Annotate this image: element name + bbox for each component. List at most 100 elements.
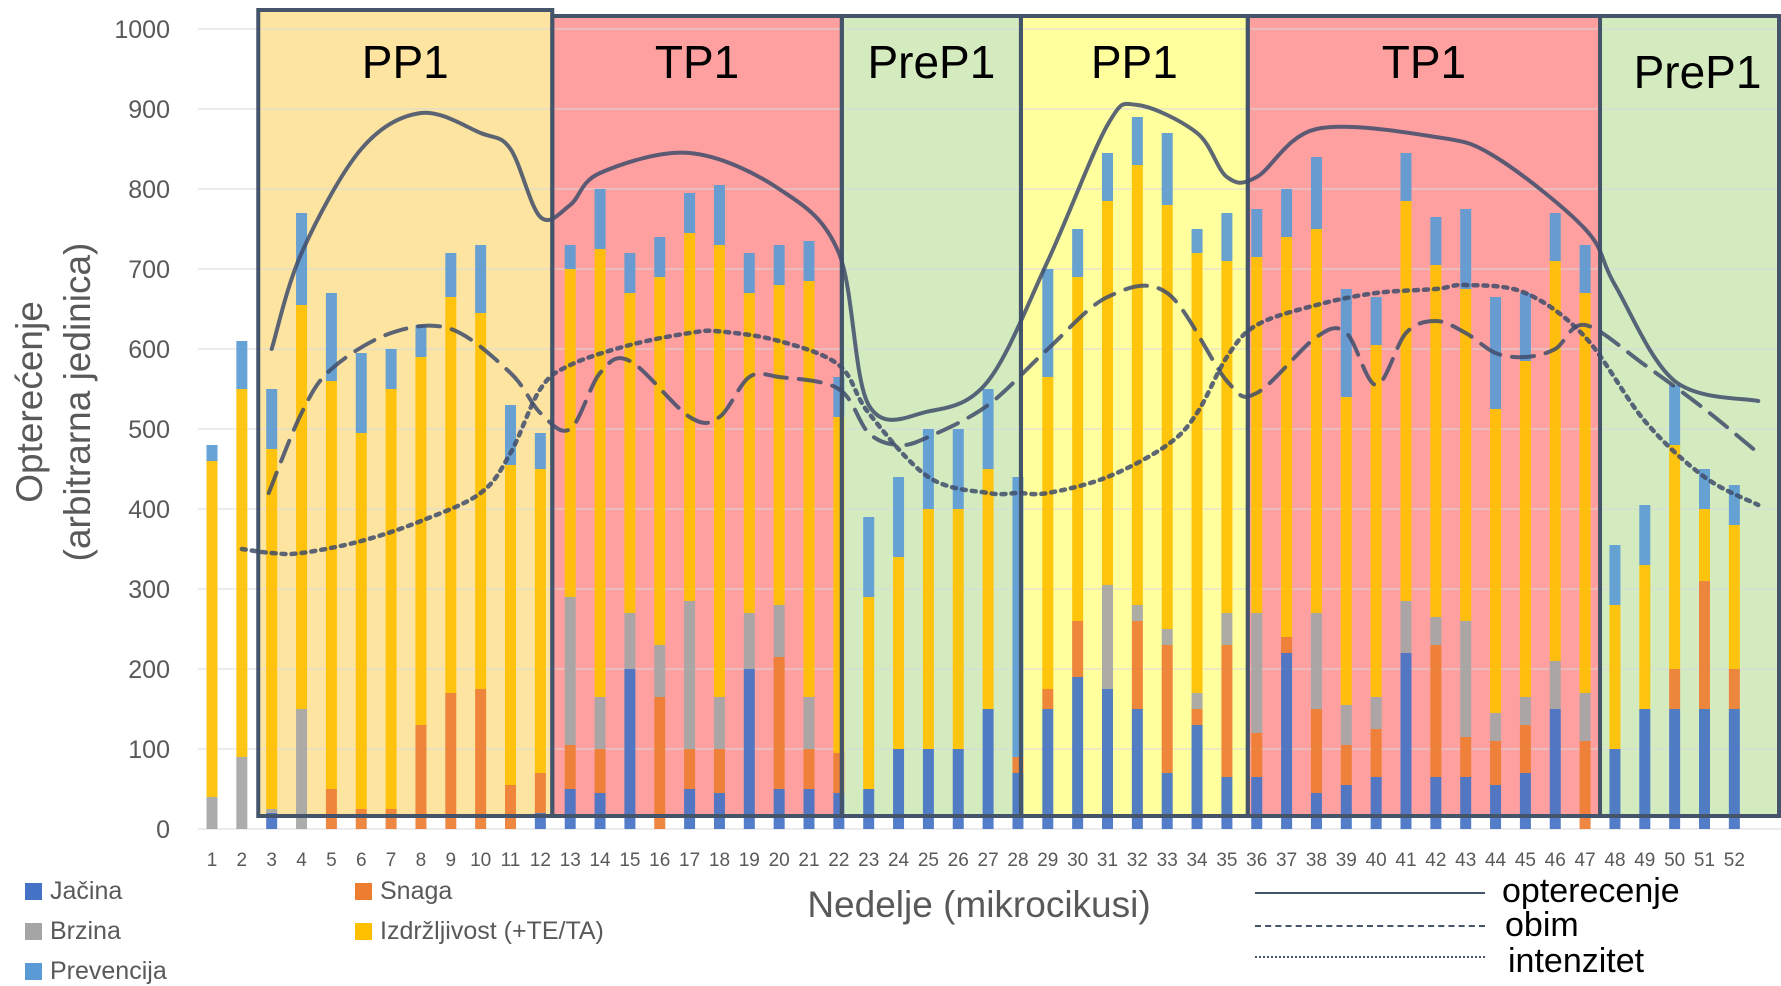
legend-swatch — [355, 923, 372, 940]
bar-izdrljivostteta-w48 — [1609, 605, 1621, 749]
bar-jaina-w18 — [713, 793, 725, 829]
phase-label-6: PreP1 — [1634, 46, 1762, 98]
bar-jaina-w26 — [952, 749, 964, 829]
bar-prevencija-w19 — [743, 253, 755, 293]
bar-prevencija-w5 — [325, 293, 337, 381]
bar-izdrljivostteta-w27 — [982, 469, 994, 709]
bar-izdrljivostteta-w50 — [1669, 445, 1681, 669]
bar-izdrljivostteta-w9 — [445, 297, 457, 693]
bar-snaga-w34 — [1191, 709, 1203, 725]
x-tick-label: 7 — [386, 850, 397, 871]
x-tick-label: 31 — [1097, 850, 1118, 871]
bar-snaga-w43 — [1460, 737, 1472, 777]
bar-brzina-w34 — [1191, 693, 1203, 709]
bar-jaina-w43 — [1460, 777, 1472, 829]
bar-brzina-w32 — [1131, 605, 1143, 621]
bar-jaina-w31 — [1102, 689, 1113, 829]
bar-prevencija-w39 — [1340, 289, 1352, 397]
x-tick-label: 50 — [1664, 850, 1685, 871]
bar-jaina-w24 — [893, 749, 905, 829]
phase-label-1: PP1 — [362, 36, 449, 88]
bar-jaina-w44 — [1490, 785, 1502, 829]
x-tick-label: 43 — [1455, 850, 1476, 871]
bar-jaina-w39 — [1340, 785, 1352, 829]
stacked-bars — [206, 117, 1740, 829]
bar-izdrljivostteta-w3 — [266, 449, 278, 809]
legend-line-label-obim: obim — [1505, 906, 1579, 944]
bar-prevencija-w51 — [1699, 469, 1710, 509]
x-tick-label: 49 — [1634, 850, 1655, 871]
bar-snaga-w11 — [505, 785, 516, 829]
x-tick-label: 21 — [798, 850, 819, 871]
bar-brzina-w21 — [803, 697, 815, 749]
x-tick-label: 4 — [296, 850, 307, 871]
bar-prevencija-w16 — [654, 237, 666, 277]
bar-snaga-w21 — [803, 749, 815, 789]
bar-prevencija-w10 — [475, 245, 487, 313]
bar-snaga-w5 — [325, 789, 337, 829]
bar-jaina-w40 — [1370, 777, 1382, 829]
bar-jaina-w41 — [1400, 653, 1412, 829]
bar-izdrljivostteta-w2 — [236, 389, 248, 757]
x-tick-label: 26 — [948, 850, 969, 871]
bar-izdrljivostteta-w39 — [1340, 397, 1352, 705]
bar-brzina-w41 — [1400, 601, 1412, 653]
bar-snaga-w35 — [1221, 645, 1233, 777]
legend-label: Snaga — [380, 877, 453, 905]
bar-jaina-w23 — [863, 789, 875, 829]
x-tick-label: 24 — [888, 850, 910, 871]
bar-prevencija-w35 — [1221, 213, 1233, 261]
bar-prevencija-w33 — [1161, 133, 1173, 205]
bar-jaina-w12 — [534, 813, 546, 829]
bar-snaga-w10 — [475, 689, 487, 829]
bar-prevencija-w37 — [1281, 189, 1293, 237]
legend-item-prevencija: Prevencija — [25, 957, 167, 986]
bar-prevencija-w26 — [952, 429, 964, 509]
y-tick-label: 600 — [128, 336, 170, 364]
bar-izdrljivostteta-w7 — [385, 389, 397, 809]
line-obim — [266, 283, 1761, 495]
phase-frames — [256, 8, 1781, 818]
x-tick-label: 42 — [1425, 850, 1446, 871]
phase-labels: PP1 TP1 PreP1 PP1 TP1 PreP1 — [362, 36, 1762, 98]
x-tick-label: 28 — [1007, 850, 1028, 871]
bar-izdrljivostteta-w51 — [1699, 509, 1710, 581]
bar-brzina-w4 — [296, 709, 308, 829]
bar-prevencija-w29 — [1042, 269, 1054, 377]
y-axis-label-line1: Opterećenje — [9, 301, 50, 503]
x-tick-label: 23 — [858, 850, 879, 871]
y-tick-label: 100 — [128, 736, 170, 764]
bar-izdrljivostteta-w32 — [1131, 165, 1143, 605]
bar-izdrljivostteta-w11 — [505, 465, 516, 785]
bar-prevencija-w31 — [1102, 153, 1113, 201]
x-tick-label: 29 — [1037, 850, 1058, 871]
bar-izdrljivostteta-w10 — [475, 313, 487, 689]
bar-izdrljivostteta-w35 — [1221, 261, 1233, 613]
bar-izdrljivostteta-w45 — [1519, 361, 1531, 697]
bar-snaga-w14 — [594, 749, 606, 793]
bar-brzina-w44 — [1490, 713, 1502, 741]
bar-prevencija-w8 — [415, 325, 427, 357]
bar-brzina-w46 — [1549, 661, 1561, 709]
bar-brzina-w36 — [1251, 613, 1263, 733]
bar-izdrljivostteta-w1 — [206, 461, 218, 797]
bar-jaina-w50 — [1669, 709, 1681, 829]
bar-prevencija-w17 — [684, 193, 696, 233]
bar-jaina-w49 — [1639, 709, 1651, 829]
bar-izdrljivostteta-w34 — [1191, 253, 1203, 693]
bar-snaga-w37 — [1281, 637, 1293, 653]
y-tick-label: 700 — [128, 256, 170, 284]
bar-izdrljivostteta-w49 — [1639, 565, 1651, 709]
bar-prevencija-w49 — [1639, 505, 1651, 565]
x-tick-label: 10 — [470, 850, 491, 871]
bar-brzina-w39 — [1340, 705, 1352, 745]
bar-brzina-w1 — [206, 797, 218, 829]
x-tick-label: 9 — [446, 850, 457, 871]
bar-prevencija-w18 — [713, 185, 725, 245]
bar-prevencija-w48 — [1609, 545, 1621, 605]
bar-prevencija-w1 — [206, 445, 218, 461]
bar-snaga-w30 — [1072, 621, 1084, 677]
legend-label: Izdržljivost (+TE/TA) — [380, 917, 604, 945]
y-tick-label: 300 — [128, 576, 170, 604]
phase-bg-1 — [258, 10, 553, 816]
